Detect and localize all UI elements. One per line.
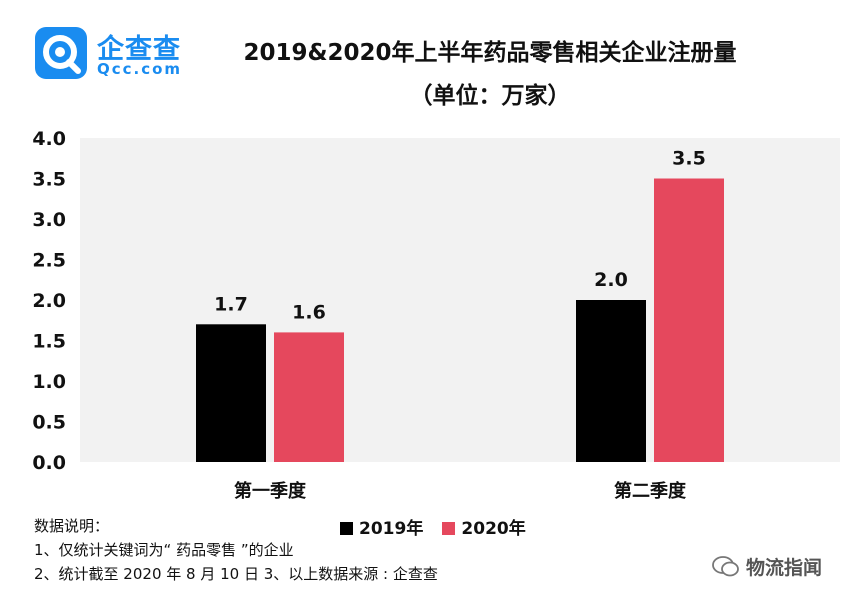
bar-2019年-第二季度 (576, 300, 646, 462)
data-label: 1.7 (214, 293, 248, 315)
data-label: 1.6 (292, 301, 326, 323)
notes-line-1: 1、仅统计关键词为“ 药品零售 ”的企业 (34, 541, 294, 559)
legend-label-2019: 2019年 (359, 519, 424, 539)
data-notes: 数据说明： 1、仅统计关键词为“ 药品零售 ”的企业 2、统计截至 2020 年… (34, 514, 438, 586)
logo-name: 企查查 (97, 34, 181, 65)
y-tick-label: 3.0 (32, 209, 66, 231)
y-tick-label: 0.0 (32, 452, 66, 474)
y-tick-label: 2.0 (32, 290, 66, 312)
legend-item-2020: 2020年 (442, 514, 526, 539)
qcc-logo-icon (35, 27, 87, 79)
wechat-icon (712, 555, 740, 584)
bar-2020年-第一季度 (274, 332, 344, 462)
legend-swatch-2019 (340, 522, 353, 535)
bar-2019年-第一季度 (196, 324, 266, 462)
watermark-text: 物流指闻 (746, 557, 823, 579)
y-tick-label: 3.5 (32, 169, 66, 191)
bar-2020年-第二季度 (654, 178, 724, 462)
legend: 2019年 2020年 (340, 514, 540, 539)
legend-label-2020: 2020年 (461, 519, 526, 539)
data-label: 2.0 (594, 269, 628, 291)
qcc-logo: 企查查 Qcc.com (35, 27, 195, 79)
watermark: 物流指闻 (712, 553, 822, 581)
y-tick-label: 2.5 (32, 250, 66, 272)
x-tick-label: 第二季度 (614, 480, 687, 502)
plot-area (80, 138, 840, 462)
y-tick-label: 1.0 (32, 371, 66, 393)
notes-heading: 数据说明： (34, 517, 110, 535)
legend-swatch-2020 (442, 522, 456, 535)
y-tick-label: 1.5 (32, 331, 66, 353)
notes-line-2: 2、统计截至 2020 年 8 月 10 日 3、以上数据来源 : 企查查 (34, 565, 438, 583)
chart-title: 2019&2020年上半年药品零售相关企业注册量 (243, 40, 737, 66)
x-tick-label: 第一季度 (234, 480, 307, 502)
legend-item-2019: 2019年 (340, 514, 423, 539)
y-tick-label: 0.5 (32, 412, 66, 434)
data-label: 3.5 (672, 148, 706, 170)
logo-url: Qcc.com (97, 60, 183, 78)
y-tick-label: 4.0 (32, 128, 66, 150)
chart-subtitle: （单位：万家） (409, 83, 571, 109)
